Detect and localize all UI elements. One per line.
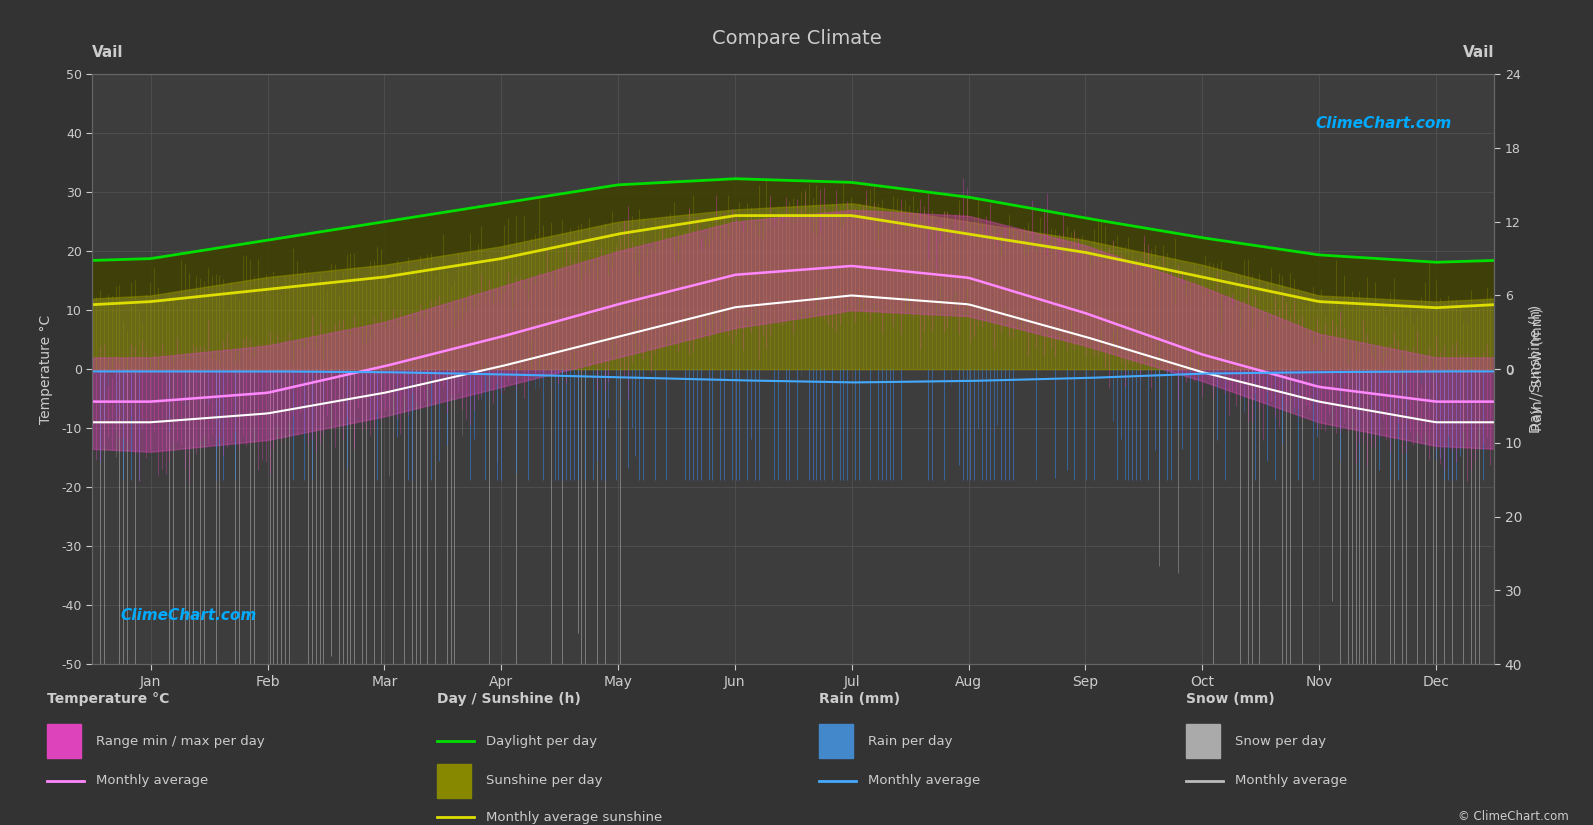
Text: Sunshine per day: Sunshine per day	[486, 774, 602, 787]
Text: Daylight per day: Daylight per day	[486, 734, 597, 747]
Y-axis label: Temperature °C: Temperature °C	[40, 314, 53, 424]
Y-axis label: Rain / Snow (mm): Rain / Snow (mm)	[1531, 308, 1545, 431]
Text: Vail: Vail	[92, 45, 124, 59]
Text: Rain per day: Rain per day	[868, 734, 953, 747]
Text: Temperature °C: Temperature °C	[48, 692, 169, 706]
Bar	[436, 764, 472, 798]
Text: Day / Sunshine (h): Day / Sunshine (h)	[436, 692, 581, 706]
Bar	[819, 724, 854, 758]
Text: Compare Climate: Compare Climate	[712, 29, 881, 48]
Text: ClimeChart.com: ClimeChart.com	[1316, 116, 1453, 130]
Bar	[1187, 724, 1220, 758]
Text: Vail: Vail	[1462, 45, 1494, 59]
Y-axis label: Day / Sunshine (h): Day / Sunshine (h)	[1529, 305, 1544, 433]
Text: Rain (mm): Rain (mm)	[819, 692, 900, 706]
Bar	[48, 724, 81, 758]
Text: © ClimeChart.com: © ClimeChart.com	[1458, 810, 1569, 823]
Text: Monthly average: Monthly average	[96, 774, 209, 787]
Text: Snow per day: Snow per day	[1236, 734, 1327, 747]
Text: Monthly average: Monthly average	[1236, 774, 1348, 787]
Text: Monthly average: Monthly average	[868, 774, 981, 787]
Text: ClimeChart.com: ClimeChart.com	[121, 608, 256, 623]
Text: Monthly average sunshine: Monthly average sunshine	[486, 811, 663, 824]
Text: Snow (mm): Snow (mm)	[1187, 692, 1276, 706]
Text: Range min / max per day: Range min / max per day	[96, 734, 264, 747]
